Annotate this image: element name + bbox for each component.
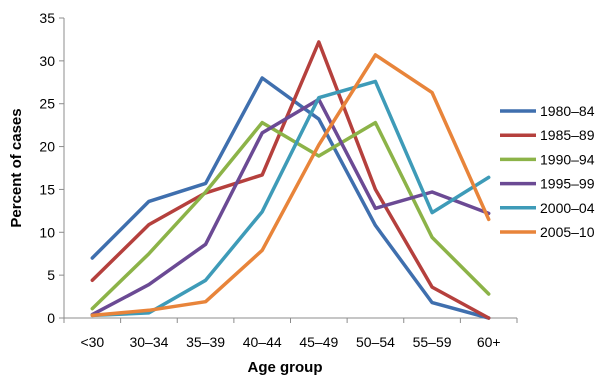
y-tick-label: 5 — [47, 267, 55, 283]
legend: 1980–84 1985–89 1990–94 1995–99 2000–04 2005–… — [500, 103, 595, 240]
y-tick-label: 25 — [39, 96, 55, 112]
legend-label: 1990–94 — [540, 151, 595, 167]
x-tick-label: 30–34 — [129, 334, 168, 350]
x-tick-label: 40–44 — [243, 334, 282, 350]
x-ticks: <30 30–34 35–39 40–44 45–49 50–54 55–59 60+ — [63, 318, 518, 350]
x-axis-title: Age group — [248, 359, 323, 376]
x-tick-label: <30 — [80, 334, 104, 350]
series-line-2 — [90, 120, 491, 311]
y-tick-label: 10 — [39, 224, 55, 240]
legend-label: 1995–99 — [540, 176, 595, 192]
series-lines — [90, 40, 491, 320]
legend-label: 2005–10 — [540, 224, 595, 240]
x-tick-label: 60+ — [477, 334, 501, 350]
y-tick-label: 30 — [39, 53, 55, 69]
legend-label: 2000–04 — [540, 200, 595, 216]
y-ticks: 0 5 10 15 20 25 30 35 — [39, 10, 64, 326]
legend-label: 1980–84 — [540, 103, 595, 119]
y-axis-title: Percent of cases — [8, 108, 25, 227]
axes — [63, 18, 517, 319]
series-line-5 — [90, 53, 491, 318]
y-tick-label: 20 — [39, 139, 55, 155]
x-tick-label: 50–54 — [356, 334, 395, 350]
series-line-0 — [90, 76, 491, 320]
y-tick-label: 0 — [47, 310, 55, 326]
x-tick-label: 55–59 — [413, 334, 452, 350]
x-tick-label: 35–39 — [186, 334, 225, 350]
series-line-1 — [90, 40, 491, 320]
y-tick-label: 35 — [39, 10, 55, 26]
y-tick-label: 15 — [39, 181, 55, 197]
x-tick-label: 45–49 — [299, 334, 338, 350]
legend-label: 1985–89 — [540, 127, 595, 143]
